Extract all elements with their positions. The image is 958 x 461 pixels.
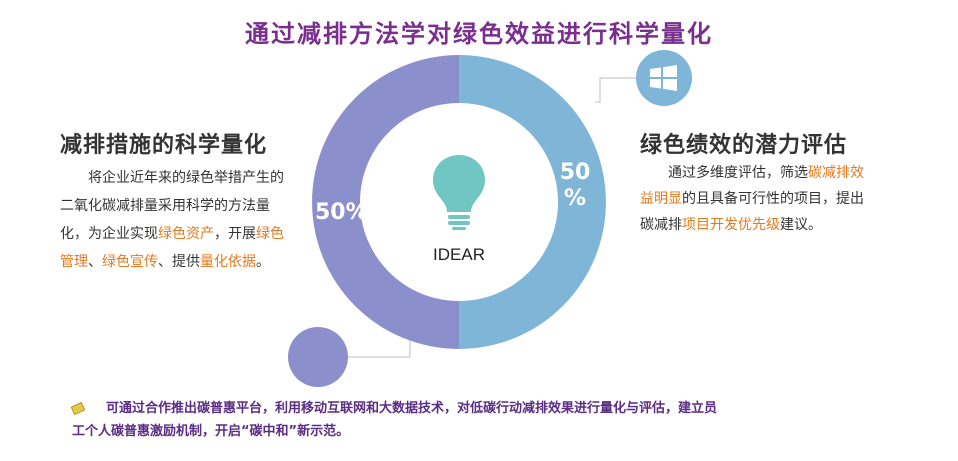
left-percent-label: 50%	[315, 200, 368, 225]
decorative-circle	[288, 327, 348, 387]
bottom-note: 可通过合作推出碳普惠平台，利用移动互联网和大数据技术，对低碳行动减排效果进行量化…	[70, 397, 722, 443]
windows-badge	[636, 50, 692, 106]
highlight-green-assets: 绿色资产	[158, 226, 214, 242]
highlight-project-priority: 项目开发优先级	[682, 217, 780, 233]
lightbulb-icon	[433, 155, 485, 230]
bottom-note-text: 可通过合作推出碳普惠平台，利用移动互联网和大数据技术，对低碳行动减排效果进行量化…	[72, 401, 718, 439]
page-title: 通过减排方法学对绿色效益进行科学量化	[245, 20, 713, 48]
right-body-text: 的且具备可行性的项目，提出碳减排	[640, 191, 864, 233]
connector-top-right	[595, 77, 640, 103]
left-body: 将企业近年来的绿色举措产生的二氧化碳减排量采用科学的方法量化，为企业实现绿色资产…	[60, 164, 288, 276]
ring-right-half	[459, 55, 606, 349]
pencil-icon	[70, 401, 86, 416]
left-heading: 减排措施的科学量化	[60, 133, 268, 158]
highlight-carbon-benefit: 碳减排效益明显	[640, 165, 864, 207]
highlight-green-management: 绿色管理	[60, 226, 284, 270]
right-body-text: 通过多维度评估，筛选	[668, 165, 808, 181]
left-body-text: 。	[256, 254, 270, 270]
ring-left-half	[312, 55, 459, 349]
highlight-quantified-basis: 量化依据	[200, 254, 256, 270]
right-percent-number: 50	[559, 160, 591, 185]
center-label: IDEAR	[433, 245, 485, 264]
left-body-text: 将企业近年来的绿色举措产生的二氧化碳减排量采用科学的方法量化，为企业实现	[60, 170, 284, 242]
right-percent-label: 50 %	[555, 160, 595, 212]
left-body-text: 、	[88, 254, 102, 270]
windows-logo-icon	[650, 65, 677, 91]
right-heading: 绿色绩效的潜力评估	[640, 133, 848, 158]
right-body-text: 建议。	[780, 217, 822, 233]
left-body-text: 、提供	[158, 254, 200, 270]
right-body: 通过多维度评估，筛选碳减排效益明显的且具备可行性的项目，提出碳减排项目开发优先级…	[640, 160, 872, 238]
highlight-green-publicity: 绿色宣传	[102, 254, 158, 270]
left-body-text: ，开展	[214, 226, 256, 242]
right-percent-sign: %	[563, 186, 587, 211]
